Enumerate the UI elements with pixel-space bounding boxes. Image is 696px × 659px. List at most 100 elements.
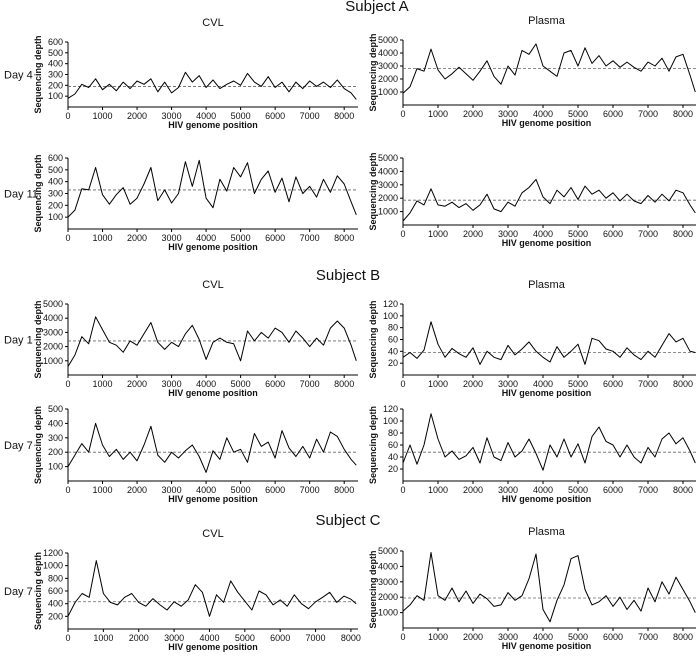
day-label: Day 1 — [4, 335, 33, 347]
day-label: Day 7 — [4, 440, 33, 452]
x-tick-label: 6000 — [265, 233, 285, 243]
y-axis-label: Sequencing depth — [33, 154, 43, 232]
y-tick-label: 20 — [388, 464, 398, 474]
y-axis-label: Sequencing depth — [33, 552, 43, 630]
x-tick-label: 8000 — [673, 229, 693, 239]
y-tick-label: 100 — [48, 212, 63, 222]
x-tick-label: 2000 — [463, 229, 483, 239]
y-tick-label: 400 — [48, 177, 63, 187]
y-tick-label: 4000 — [378, 561, 398, 571]
y-tick-label: 60 — [388, 335, 398, 345]
column-title: Plasma — [528, 526, 566, 538]
y-tick-label: 200 — [48, 80, 63, 90]
x-tick-label: 0 — [400, 632, 405, 642]
x-tick-label: 8000 — [334, 485, 354, 495]
x-tick-label: 2000 — [127, 233, 147, 243]
y-tick-label: 500 — [48, 165, 63, 175]
x-tick-label: 1000 — [428, 379, 448, 389]
x-tick-label: 4000 — [199, 633, 219, 643]
y-tick-label: 40 — [388, 452, 398, 462]
x-tick-label: 2000 — [127, 379, 147, 389]
x-tick-label: 3000 — [498, 485, 518, 495]
x-axis-label: HIV genome position — [168, 388, 258, 398]
y-tick-label: 600 — [48, 586, 63, 596]
x-tick-label: 8000 — [334, 111, 354, 121]
column-title: CVL — [202, 17, 223, 29]
y-axis-label: Sequencing depth — [368, 550, 378, 628]
x-axis-label: HIV genome position — [502, 238, 592, 248]
y-tick-label: 1000 — [378, 608, 398, 618]
y-tick-label: 200 — [48, 611, 63, 621]
x-tick-label: 0 — [400, 229, 405, 239]
chart-panel: 1000 2000 3000 4000 5000 0 1000 2000 3000 4000 500… — [368, 152, 696, 248]
y-tick-label: 3000 — [378, 61, 398, 71]
column-title: CVL — [202, 528, 223, 540]
y-tick-label: 4000 — [43, 313, 63, 323]
y-tick-label: 200 — [48, 200, 63, 210]
depth-series-line — [67, 560, 357, 617]
x-axis-label: HIV genome position — [502, 118, 592, 128]
depth-series-line — [402, 178, 696, 222]
x-tick-label: 2000 — [463, 109, 483, 119]
y-tick-label: 1000 — [43, 356, 63, 366]
y-tick-label: 1000 — [378, 87, 398, 97]
y-tick-label: 2000 — [43, 342, 63, 352]
chart-panel: 200 400 600 800 1000 1200 0 1000 2000 3000 4000 500… — [4, 528, 361, 652]
x-tick-label: 1000 — [428, 109, 448, 119]
x-tick-label: 4000 — [533, 229, 553, 239]
x-tick-label: 2000 — [463, 632, 483, 642]
y-tick-label: 2000 — [378, 74, 398, 84]
x-tick-label: 6000 — [603, 229, 623, 239]
y-axis-label: Sequencing depth — [368, 152, 378, 230]
x-tick-label: 7000 — [638, 229, 658, 239]
y-axis-label: Sequencing depth — [368, 406, 378, 484]
x-tick-label: 6000 — [603, 632, 623, 642]
y-tick-label: 2000 — [378, 193, 398, 203]
y-tick-label: 300 — [48, 189, 63, 199]
column-title: CVL — [202, 279, 223, 291]
depth-series-line — [67, 71, 357, 100]
y-tick-label: 5000 — [378, 153, 398, 163]
y-axis-label: Sequencing depth — [33, 406, 43, 484]
y-tick-label: 800 — [48, 573, 63, 583]
x-tick-label: 0 — [65, 633, 70, 643]
x-tick-label: 1000 — [93, 485, 113, 495]
x-tick-label: 0 — [400, 485, 405, 495]
x-tick-label: 5000 — [231, 485, 251, 495]
x-tick-label: 2000 — [127, 111, 147, 121]
x-tick-label: 8000 — [673, 379, 693, 389]
x-tick-label: 1000 — [428, 229, 448, 239]
x-axis-label: HIV genome position — [168, 120, 258, 130]
x-tick-label: 8000 — [673, 485, 693, 495]
x-tick-label: 1000 — [93, 111, 113, 121]
x-tick-label: 4000 — [196, 379, 216, 389]
x-tick-label: 3000 — [498, 229, 518, 239]
x-tick-label: 2000 — [463, 485, 483, 495]
y-tick-label: 100 — [48, 91, 63, 101]
y-tick-label: 600 — [48, 153, 63, 163]
x-tick-label: 7000 — [300, 111, 320, 121]
chart-panel: 1000 2000 3000 4000 5000 0 1000 2000 3000 4000 500… — [368, 526, 696, 651]
x-tick-label: 4000 — [196, 485, 216, 495]
x-tick-label: 1000 — [93, 633, 113, 643]
x-tick-label: 6000 — [603, 379, 623, 389]
subject-c-title: Subject C — [315, 512, 380, 529]
x-tick-label: 6000 — [265, 485, 285, 495]
depth-series-line — [402, 43, 696, 94]
x-tick-label: 3000 — [162, 233, 182, 243]
x-tick-label: 6000 — [265, 379, 285, 389]
day-label: Day 7 — [4, 586, 33, 598]
x-tick-label: 3000 — [164, 633, 184, 643]
x-tick-label: 7000 — [638, 109, 658, 119]
x-tick-label: 6000 — [265, 111, 285, 121]
y-tick-label: 120 — [383, 404, 398, 414]
depth-series-line — [67, 316, 357, 367]
x-tick-label: 5000 — [568, 379, 588, 389]
y-tick-label: 4000 — [378, 166, 398, 176]
column-title: Plasma — [528, 279, 566, 291]
x-tick-label: 5000 — [568, 109, 588, 119]
y-tick-label: 400 — [48, 599, 63, 609]
x-axis-label: HIV genome position — [502, 388, 592, 398]
